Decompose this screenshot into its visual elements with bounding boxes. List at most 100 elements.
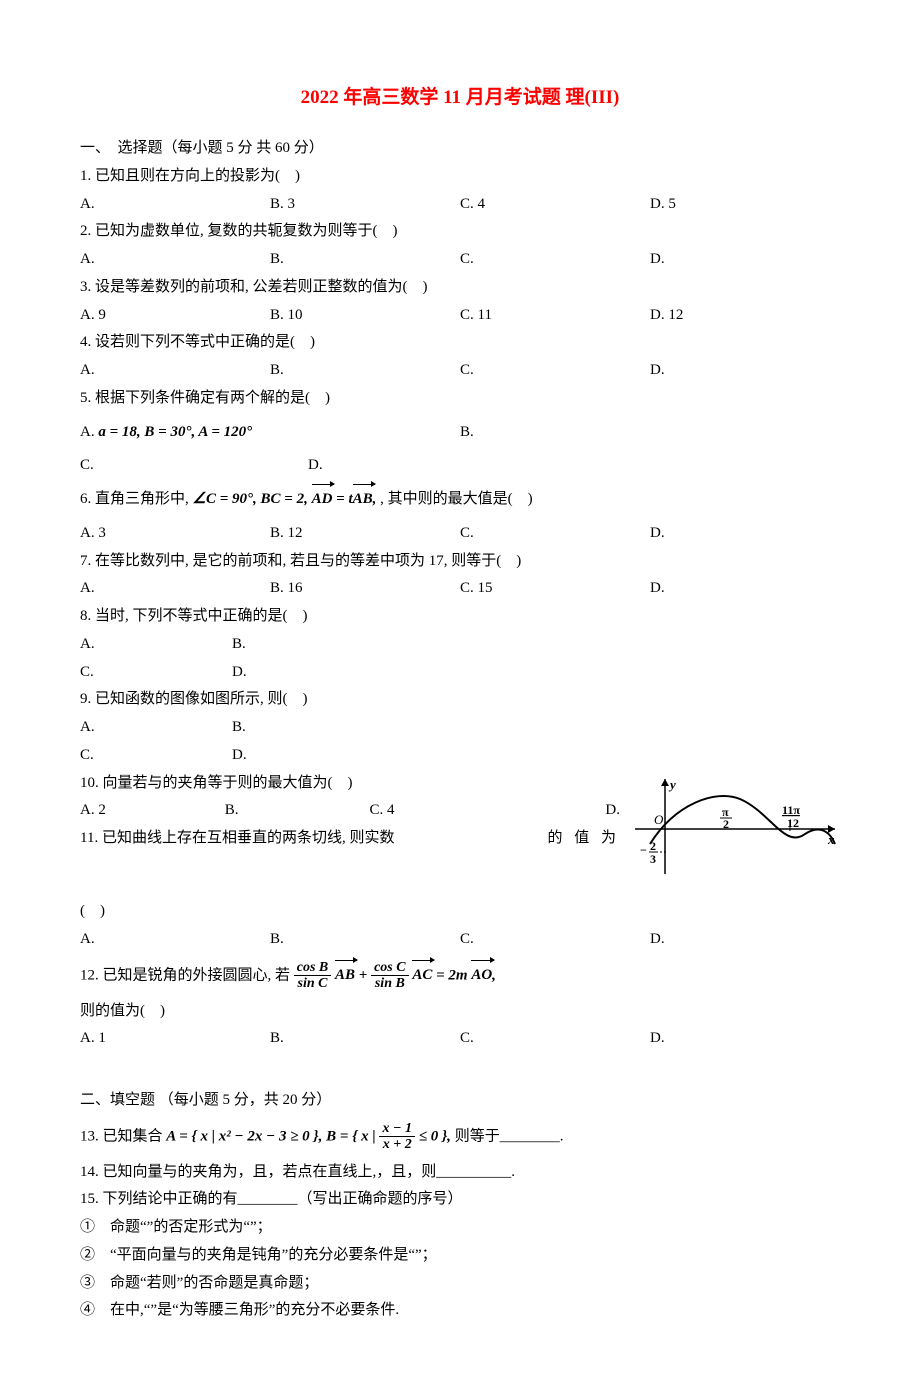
q6-opt-d: D. (650, 520, 840, 548)
q12-plus: + (359, 967, 371, 983)
section-1-heading: 一、 选择题（每小题 5 分 共 60 分） (80, 135, 840, 163)
q9-text: 9. 已知函数的图像如图所示, 则( ) (80, 686, 840, 714)
q10-options: A. 2 B. C. 4 D. (80, 797, 620, 825)
q5-opt-b: B. (460, 419, 840, 447)
q6-comma: , (373, 491, 377, 507)
q9-options-row2: C. D. (80, 742, 840, 770)
q2-options: A. B. C. D. (80, 246, 840, 274)
fig-y-label: y (668, 777, 676, 792)
q13-text: 13. 已知集合 A = { x | x² − 2x − 3 ≥ 0 }, B … (80, 1121, 840, 1153)
q12-opt-a: A. 1 (80, 1025, 270, 1053)
q10-opt-c: C. 4 (370, 797, 606, 825)
q13-post: 则等于________. (451, 1128, 564, 1144)
q12-line2: 则的值为( ) (80, 998, 840, 1026)
q10-opt-b: B. (225, 797, 370, 825)
q12-line1: 12. 已知是锐角的外接圆圆心, 若 cos Bsin C AB + cos C… (80, 960, 840, 992)
q3-opt-a: A. 9 (80, 302, 270, 330)
q2-opt-c: C. (460, 246, 650, 274)
q11-options: A. B. C. D. (80, 926, 840, 954)
q8-opt-b: B. (232, 631, 246, 659)
q13-math-b: ≤ 0 }, (415, 1128, 451, 1144)
q12-opt-b: B. (270, 1025, 460, 1053)
q11-text-b: 的 值 为 (547, 825, 620, 853)
q8-options-row1: A. B. (80, 631, 840, 659)
q9-options-row1: A. B. (80, 714, 840, 742)
q6-vec-ab: AB (353, 486, 373, 514)
q15-item-1: ① 命题“”的否定形式为“”； (80, 1214, 840, 1242)
q4-text: 4. 设若则下列不等式中正确的是( ) (80, 329, 840, 357)
q2-opt-a: A. (80, 246, 270, 274)
q1-text: 1. 已知且则在方向上的投影为( ) (80, 163, 840, 191)
q5-opt-d: D. (308, 452, 688, 480)
fig-ytick-num: 2 (650, 839, 656, 853)
q6-math: ∠C = 90°, BC = 2, (193, 491, 308, 507)
q9-opt-c: C. (80, 742, 232, 770)
q12-pre: 12. 已知是锐角的外接圆圆心, 若 (80, 967, 294, 983)
q8-opt-c: C. (80, 659, 232, 687)
q7-opt-d: D. (650, 575, 840, 603)
q12-vec-ab: AB (335, 962, 355, 990)
q3-opt-d: D. 12 (650, 302, 840, 330)
q12-opt-c: C. (460, 1025, 650, 1053)
q8-text: 8. 当时, 下列不等式中正确的是( ) (80, 603, 840, 631)
q4-opt-d: D. (650, 357, 840, 385)
q6-pre: 6. 直角三角形中, (80, 491, 193, 507)
fig-pi2-den: 2 (723, 817, 729, 831)
q6-opt-b: B. 12 (270, 520, 460, 548)
q12-vec-ao: AO (471, 962, 492, 990)
q12-frac2-den: sin B (371, 976, 409, 991)
q15-head: 15. 下列结论中正确的有________（写出正确命题的序号） (80, 1186, 840, 1214)
q9-opt-b: B. (232, 714, 246, 742)
q6-eq: = t (332, 491, 352, 507)
q4-opt-b: B. (270, 357, 460, 385)
q12-eq: = 2m (436, 967, 467, 983)
q5-opt-a: A. a = 18, B = 30°, A = 120° (80, 419, 460, 447)
q12-vec-ac: AC (412, 962, 432, 990)
q13-pre: 13. 已知集合 (80, 1128, 166, 1144)
q4-opt-c: C. (460, 357, 650, 385)
q7-options: A. B. 16 C. 15 D. (80, 575, 840, 603)
fig-ytick-neg: − (640, 843, 647, 857)
fig-ytick-den: 3 (650, 852, 656, 866)
q3-opt-c: C. 11 (460, 302, 650, 330)
q1-opt-b: B. 3 (270, 191, 460, 219)
section-2-heading: 二、填空题 （每小题 5 分，共 20 分） (80, 1087, 840, 1115)
q7-text: 7. 在等比数列中, 是它的前项和, 若且与的等差中项为 17, 则等于( ) (80, 548, 840, 576)
fig-x-label: x (827, 832, 835, 847)
q2-opt-b: B. (270, 246, 460, 274)
q1-opt-a: A. (80, 191, 270, 219)
q7-opt-c: C. 15 (460, 575, 650, 603)
q12-options: A. 1 B. C. D. (80, 1025, 840, 1053)
q8-opt-a: A. (80, 631, 232, 659)
q3-text: 3. 设是等差数列的前项和, 公差若则正整数的值为( ) (80, 274, 840, 302)
q6-options: A. 3 B. 12 C. D. (80, 520, 840, 548)
fig-origin-label: O (654, 812, 664, 827)
q12-frac1-num: cos B (294, 960, 332, 976)
q13-math-a: A = { x | x² − 2x − 3 ≥ 0 }, B = { x | (166, 1128, 379, 1144)
q7-opt-b: B. 16 (270, 575, 460, 603)
q3-opt-b: B. 10 (270, 302, 460, 330)
q5-options-row1: A. a = 18, B = 30°, A = 120° B. (80, 419, 840, 447)
q7-opt-a: A. (80, 575, 270, 603)
q9-opt-a: A. (80, 714, 232, 742)
q1-options: A. B. 3 C. 4 D. 5 (80, 191, 840, 219)
q6-opt-a: A. 3 (80, 520, 270, 548)
q13-frac: x − 1x + 2 (379, 1121, 414, 1153)
q15-item-3: ③ 命题“若则”的否命题是真命题； (80, 1270, 840, 1298)
q8-opt-d: D. (232, 659, 247, 687)
q11-opt-a: A. (80, 926, 270, 954)
q3-options: A. 9 B. 10 C. 11 D. 12 (80, 302, 840, 330)
q2-text: 2. 已知为虚数单位, 复数的共轭复数为则等于( ) (80, 218, 840, 246)
q1-opt-d: D. 5 (650, 191, 840, 219)
q11-text-a: 11. 已知曲线上存在互相垂直的两条切线, 则实数 (80, 830, 394, 846)
q13-frac-num: x − 1 (379, 1121, 414, 1137)
q12-frac1: cos Bsin C (294, 960, 332, 992)
q1-opt-c: C. 4 (460, 191, 650, 219)
q6-vec-ad: AD (312, 486, 333, 514)
q12-frac1-den: sin C (294, 976, 332, 991)
q15-item-2: ② “平面向量与的夹角是钝角”的充分必要条件是“”； (80, 1242, 840, 1270)
q4-opt-a: A. (80, 357, 270, 385)
q5-opt-a-math: a = 18, B = 30°, A = 120° (98, 424, 252, 440)
q6-opt-c: C. (460, 520, 650, 548)
q5-opt-c: C. (80, 452, 308, 480)
